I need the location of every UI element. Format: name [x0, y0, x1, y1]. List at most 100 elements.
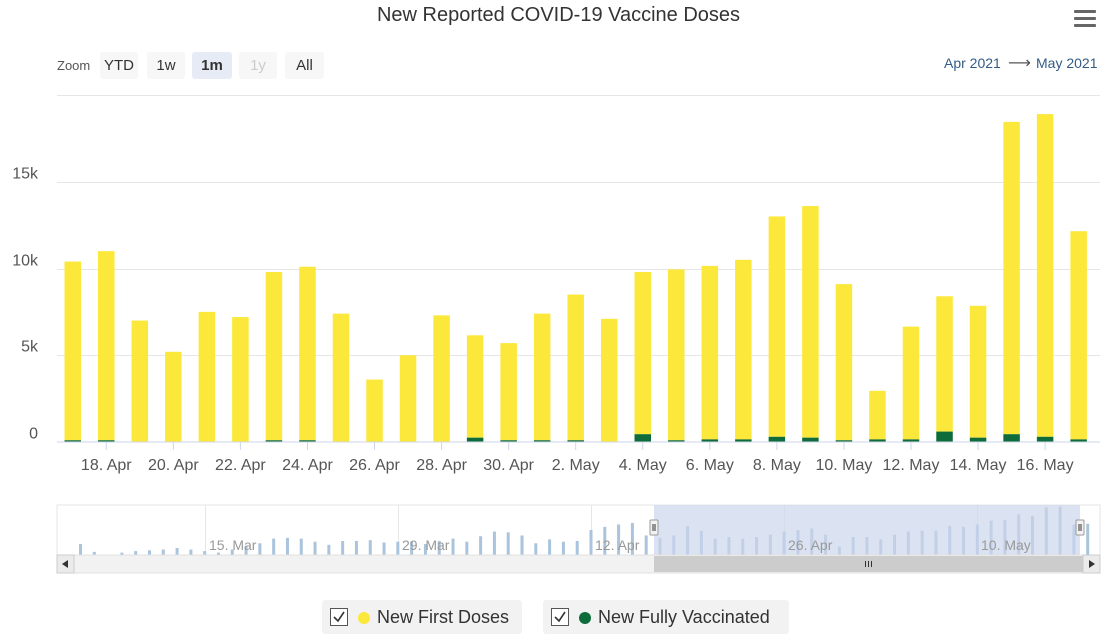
- bar-first-doses: [634, 271, 652, 435]
- bar-fully-vaccinated: [936, 431, 953, 442]
- legend-label-fully-vaccinated: New Fully Vaccinated: [598, 607, 770, 627]
- x-tick-label: 8. May: [753, 457, 801, 474]
- hamburger-menu-icon[interactable]: [1074, 10, 1096, 28]
- x-tick-label: 2. May: [552, 457, 600, 474]
- bar-first-doses: [64, 261, 81, 441]
- navigator-bar: [492, 531, 496, 555]
- navigator-bar: [368, 540, 372, 555]
- navigator-bar: [120, 552, 124, 555]
- bar-first-doses: [600, 318, 618, 442]
- navigator-handle-right[interactable]: [1075, 519, 1085, 536]
- bar-fully-vaccinated: [869, 439, 886, 442]
- x-tick-label: 16. May: [1017, 457, 1074, 474]
- scrollbar-left-arrow-icon: [62, 560, 68, 568]
- navigator-bar: [147, 550, 151, 555]
- bar-fully-vaccinated: [701, 439, 719, 442]
- x-tick-label: 10. May: [815, 457, 872, 474]
- bar-first-doses: [533, 313, 551, 441]
- chart-canvas: 0 5k 10k 15k 18. Apr 20. Apr 22. Apr 24. Apr 26…: [12, 95, 1101, 574]
- bar-first-doses: [232, 317, 249, 442]
- x-tick-label: 14. May: [950, 457, 1007, 474]
- navigator-bar: [617, 524, 621, 555]
- bar-fully-vaccinated: [768, 436, 786, 442]
- navigator-tick-label: 15. Mar: [209, 537, 257, 553]
- bar-first-doses: [869, 390, 886, 440]
- navigator-bar: [589, 530, 593, 555]
- navigator-bar: [520, 535, 524, 555]
- bar-fully-vaccinated: [64, 440, 81, 442]
- navigator-bar: [299, 538, 303, 555]
- legend-item-fully-vaccinated[interactable]: New Fully Vaccinated: [543, 600, 789, 634]
- bar-fully-vaccinated: [500, 440, 517, 442]
- navigator-handle-left[interactable]: [649, 519, 659, 536]
- navigator-bar: [1086, 523, 1090, 555]
- bar-fully-vaccinated: [533, 440, 551, 442]
- bar-first-doses: [433, 315, 450, 442]
- navigator-tick-label: 10. May: [981, 537, 1031, 553]
- bar-first-doses: [500, 343, 517, 441]
- navigator-bar: [161, 549, 165, 555]
- scrollbar-right-arrow-icon: [1089, 560, 1095, 568]
- navigator-bar: [327, 544, 331, 555]
- bar-fully-vaccinated: [735, 439, 752, 442]
- bar-first-doses: [802, 206, 819, 438]
- legend-dot-fully-vaccinated: [579, 612, 591, 624]
- navigator-tick-label: 26. Apr: [788, 537, 833, 553]
- navigator-bar: [175, 547, 179, 555]
- bar-fully-vaccinated: [299, 440, 316, 442]
- bar-first-doses: [902, 326, 920, 440]
- bar-fully-vaccinated: [98, 440, 115, 442]
- navigator-bar: [534, 543, 538, 555]
- navigator-bar: [272, 538, 276, 555]
- bar-fully-vaccinated: [466, 437, 484, 442]
- zoom-1w-button[interactable]: 1w: [147, 52, 185, 79]
- zoom-1y-button[interactable]: 1y: [239, 52, 277, 79]
- bar-fully-vaccinated: [835, 440, 853, 442]
- range-from-date[interactable]: Apr 2021: [944, 55, 1001, 71]
- zoom-1m-button[interactable]: 1m: [192, 52, 232, 79]
- navigator-bar: [189, 549, 193, 555]
- zoom-label: Zoom: [57, 58, 91, 73]
- legend-item-first-doses[interactable]: New First Doses: [322, 600, 522, 634]
- legend-checkbox-fully-vaccinated[interactable]: [551, 608, 569, 626]
- navigator-bar: [423, 544, 427, 555]
- x-tick-label: 24. Apr: [282, 457, 333, 474]
- zoom-all-button[interactable]: All: [285, 52, 324, 79]
- bar-first-doses: [969, 305, 987, 438]
- checkmark-icon: [554, 611, 566, 623]
- x-tick-label: 20. Apr: [148, 457, 199, 474]
- navigator-selected-range[interactable]: [654, 505, 1080, 555]
- navigator-tick-label: 12. Apr: [595, 537, 640, 553]
- x-tick-label: 26. Apr: [349, 457, 400, 474]
- navigator-bar: [644, 535, 648, 555]
- bar-first-doses: [1036, 114, 1054, 437]
- y-tick-label: 5k: [21, 339, 39, 356]
- bar-fully-vaccinated: [567, 440, 584, 442]
- navigator-bar: [79, 544, 82, 555]
- navigator-bar: [216, 552, 220, 555]
- bar-first-doses: [265, 271, 283, 441]
- bar-fully-vaccinated: [265, 440, 283, 442]
- range-to-date[interactable]: May 2021: [1036, 55, 1098, 71]
- bar-first-doses: [567, 294, 584, 441]
- navigator-bar: [92, 551, 96, 555]
- scrollbar: [56, 554, 1101, 574]
- navigator-bar: [382, 542, 386, 555]
- navigator-handle-grip: [1075, 519, 1085, 536]
- y-tick-label: 10k: [12, 253, 39, 270]
- bar-first-doses: [466, 335, 484, 438]
- bar-first-doses: [299, 266, 316, 441]
- y-axis: 0 5k 10k 15k: [12, 166, 39, 443]
- bars: [64, 114, 1087, 442]
- navigator-bar: [203, 551, 207, 555]
- scrollbar-grip-icon: [865, 561, 872, 567]
- bar-fully-vaccinated: [1036, 436, 1054, 442]
- chart-title: New Reported COVID-19 Vaccine Doses: [376, 4, 741, 26]
- navigator-bar: [437, 540, 441, 555]
- bar-fully-vaccinated: [668, 440, 685, 442]
- navigator-bar: [603, 526, 607, 555]
- legend-checkbox-first-doses[interactable]: [330, 608, 348, 626]
- zoom-ytd-button[interactable]: YTD: [100, 52, 138, 79]
- navigator-bar: [465, 541, 469, 555]
- legend-label-first-doses: New First Doses: [377, 607, 510, 627]
